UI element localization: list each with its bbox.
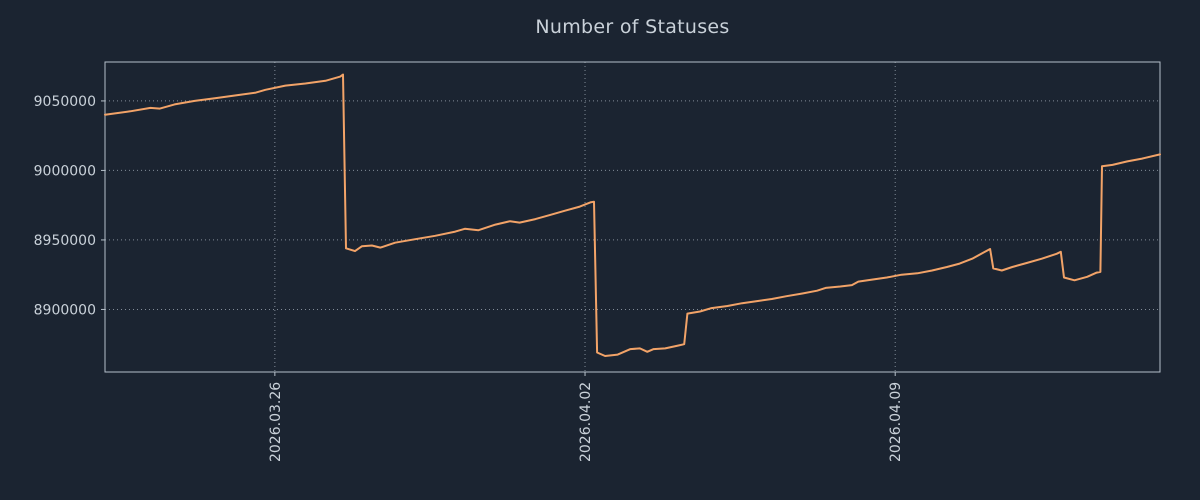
y-tick-label: 9050000 (34, 94, 96, 110)
y-tick-label: 8900000 (34, 302, 96, 318)
data-line (104, 73, 1161, 357)
y-tick-label: 9000000 (34, 163, 96, 179)
y-tick-label: 8950000 (34, 233, 96, 249)
chart-title: Number of Statuses (535, 16, 730, 38)
x-tick-label: 2026.04.09 (888, 382, 904, 462)
x-tick-label: 2026.04.02 (578, 382, 594, 462)
x-tick-label: 2026.03.26 (268, 382, 284, 462)
plot-border (104, 61, 1161, 373)
